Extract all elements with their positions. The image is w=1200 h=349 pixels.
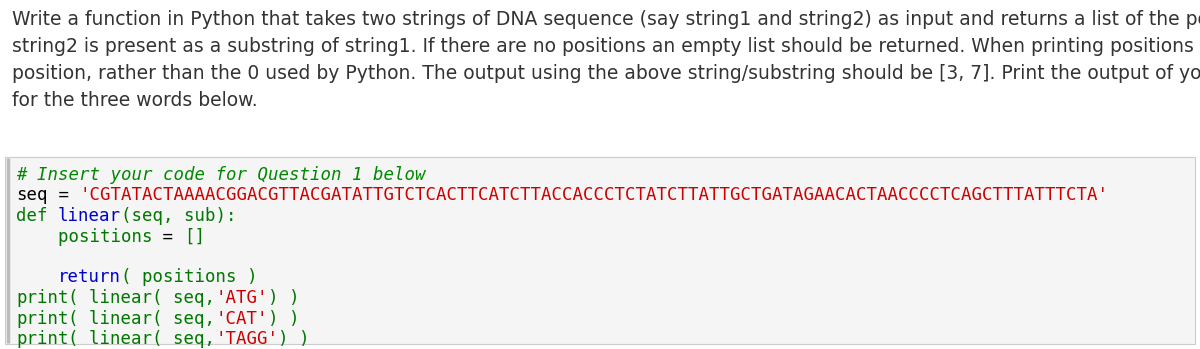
Text: Write a function in Python that takes two strings of DNA sequence (say string1 a: Write a function in Python that takes tw…	[12, 10, 1200, 29]
Text: ( linear( seq,: ( linear( seq,	[68, 289, 216, 307]
Text: # Insert your code for Question 1 below: # Insert your code for Question 1 below	[16, 166, 426, 184]
Text: =: =	[48, 186, 79, 205]
Text: ) ): ) )	[268, 310, 300, 327]
Text: 'CGTATACTAAAACGGACGTTACGATATTGTCTCACTTCATCTTACCACCCTCTATCTTATTGCTGATAGAACACTAACC: 'CGTATACTAAAACGGACGTTACGATATTGTCTCACTTCA…	[79, 186, 1108, 205]
FancyBboxPatch shape	[5, 157, 1195, 344]
Text: for the three words below.: for the three words below.	[12, 91, 258, 110]
Text: 'CAT': 'CAT'	[216, 310, 268, 327]
Text: ( positions ): ( positions )	[121, 268, 258, 287]
Text: ( linear( seq,: ( linear( seq,	[68, 310, 216, 327]
Text: ( linear( seq,: ( linear( seq,	[68, 330, 216, 348]
Text: seq: seq	[16, 186, 48, 205]
Text: return: return	[58, 268, 121, 287]
Text: print: print	[16, 330, 68, 348]
Text: =: =	[152, 228, 184, 245]
Text: 'TAGG': 'TAGG'	[216, 330, 278, 348]
Text: ) ): ) )	[278, 330, 310, 348]
Text: 'ATG': 'ATG'	[216, 289, 268, 307]
Text: string2 is present as a substring of string1. If there are no positions an empty: string2 is present as a substring of str…	[12, 37, 1200, 56]
Text: position, rather than the 0 used by Python. The output using the above string/su: position, rather than the 0 used by Pyth…	[12, 64, 1200, 83]
Text: print: print	[16, 310, 68, 327]
Text: print: print	[16, 289, 68, 307]
Text: positions: positions	[16, 228, 152, 245]
Text: []: []	[184, 228, 205, 245]
Text: def: def	[16, 207, 58, 225]
Text: (seq, sub):: (seq, sub):	[121, 207, 236, 225]
Text: linear: linear	[58, 207, 121, 225]
Text: ) ): ) )	[268, 289, 300, 307]
